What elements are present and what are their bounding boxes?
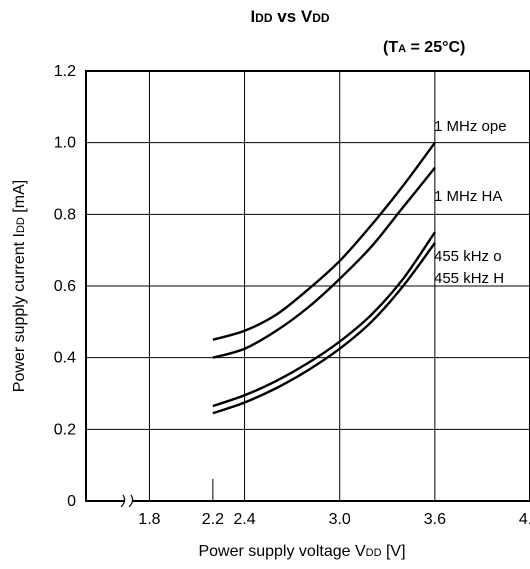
x-axis-label: Power supply voltage VDD [V] [198,543,405,560]
series-line-455khz-h [212,242,436,415]
x-tick-label-2: 2.4 [233,511,255,528]
x-tick-label-1: 2.2 [202,511,224,528]
x-tick-label-3: 3.0 [329,511,351,528]
curves [212,141,436,415]
series-line-1mhz-ope [212,141,436,341]
series-label-455khz-o: 455 kHz o [434,248,502,265]
axis-break-mark-left [120,494,126,508]
y-tick-label-0: 0 [67,493,76,510]
y-tick-label-2: 0.4 [54,350,76,367]
grid-layer [86,71,530,501]
series-label-455khz-h: 455 kHz H [434,270,504,287]
y-tick-label-1: 0.2 [54,421,76,438]
series-line-1mhz-ha [212,166,436,359]
series-label-1mhz-ha: 1 MHz HA [434,188,502,205]
x-tick-label-4: 3.6 [424,511,446,528]
plot-frame [85,70,530,502]
y-tick-label-6: 1.2 [54,63,76,80]
y-tick-label-4: 0.8 [54,206,76,223]
series-line-455khz-o [212,231,436,408]
y-tick-labels: 0 0.2 0.4 0.6 0.8 1.0 1.2 [54,63,76,510]
chart-condition: (TA = 25°C) [383,39,465,56]
x-tick-label-5: 4.2 [519,511,530,528]
series-label-1mhz-ope: 1 MHz ope [434,118,507,135]
axis-break-mark-right [128,494,134,508]
curve-labels: 1 MHz ope 1 MHz HA 455 kHz o 455 kHz H [434,118,507,287]
chart-title: IDD vs VDD [250,7,329,26]
y-axis-label: Power supply current IDD [mA] [11,180,28,392]
x-axis-break [120,494,134,508]
y-tick-label-3: 0.6 [54,278,76,295]
y-tick-label-5: 1.0 [54,135,76,152]
x-tick-labels: 1.8 2.2 2.4 3.0 3.6 4.2 [138,511,530,528]
x-tick-label-0: 1.8 [138,511,160,528]
axis-break-gap [124,498,133,504]
